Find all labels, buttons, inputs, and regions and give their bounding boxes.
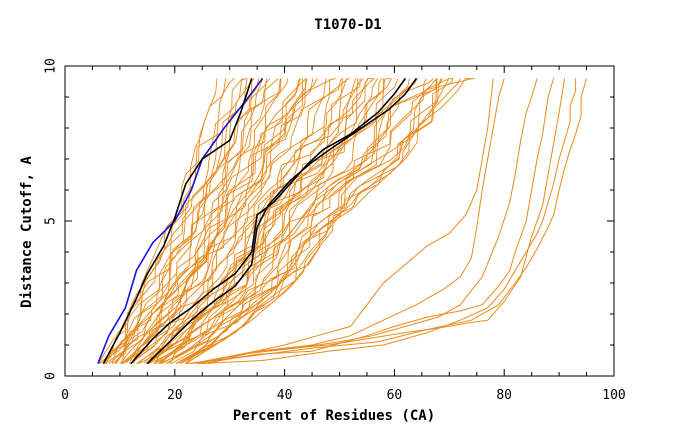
model-curve xyxy=(196,78,577,365)
model-curve xyxy=(167,78,434,364)
model-curve xyxy=(122,78,301,364)
model-curve xyxy=(125,78,307,364)
model-curve xyxy=(133,78,303,364)
highlight-curve xyxy=(97,77,264,364)
highlight-curve xyxy=(102,78,253,364)
model-curve xyxy=(207,78,505,365)
model-curve xyxy=(114,78,267,364)
model-curves xyxy=(97,77,475,365)
model-curve xyxy=(115,78,282,364)
model-curve xyxy=(160,78,410,364)
model-curve xyxy=(120,78,289,364)
x-tick-label: 80 xyxy=(496,388,512,403)
model-curve xyxy=(146,78,344,364)
chart-title: T1070-D1 xyxy=(314,17,381,33)
model-curve xyxy=(159,78,418,365)
x-tick-label: 60 xyxy=(387,388,403,403)
highlight-curve xyxy=(146,77,418,365)
model-curve xyxy=(161,78,439,364)
model-curve xyxy=(180,78,450,364)
y-tick-label: 5 xyxy=(44,217,59,225)
highlight-curve xyxy=(130,77,407,365)
model-curve xyxy=(131,78,327,364)
model-curve xyxy=(154,78,392,364)
model-curve xyxy=(170,78,427,364)
y-tick-label: 10 xyxy=(44,58,59,74)
model-curve xyxy=(148,77,373,364)
x-tick-label: 20 xyxy=(167,388,183,403)
model-curve xyxy=(165,78,438,364)
axis-ticks: 0 20 40 60 80 100 0 5 10 xyxy=(44,58,626,403)
x-axis-label: Percent of Residues (CA) xyxy=(233,408,435,424)
model-curve xyxy=(179,77,475,364)
model-curve xyxy=(176,78,443,364)
model-curve xyxy=(111,78,281,364)
model-curve xyxy=(137,78,331,364)
model-curve xyxy=(98,78,218,364)
highlighted-curves xyxy=(97,77,587,365)
model-curve xyxy=(175,77,454,364)
model-curve xyxy=(115,78,279,364)
model-curve xyxy=(153,77,391,364)
model-curve xyxy=(135,78,361,364)
model-curve xyxy=(196,78,494,365)
model-curve xyxy=(159,78,399,364)
model-curve xyxy=(185,78,587,365)
model-curve xyxy=(169,78,418,364)
x-tick-label: 40 xyxy=(277,388,293,403)
model-curve xyxy=(121,78,306,364)
model-curve xyxy=(130,78,342,364)
model-curve xyxy=(185,78,454,364)
model-curve xyxy=(158,78,383,364)
model-curve xyxy=(196,78,566,365)
model-curve xyxy=(104,78,270,364)
x-tick-label: 0 xyxy=(61,388,69,403)
y-tick-label: 0 xyxy=(44,372,59,380)
x-tick-label: 100 xyxy=(602,388,625,403)
model-curve xyxy=(191,78,538,365)
model-curve xyxy=(145,78,359,364)
model-curve xyxy=(185,77,471,364)
y-axis-label: Distance Cutoff, A xyxy=(19,156,35,308)
